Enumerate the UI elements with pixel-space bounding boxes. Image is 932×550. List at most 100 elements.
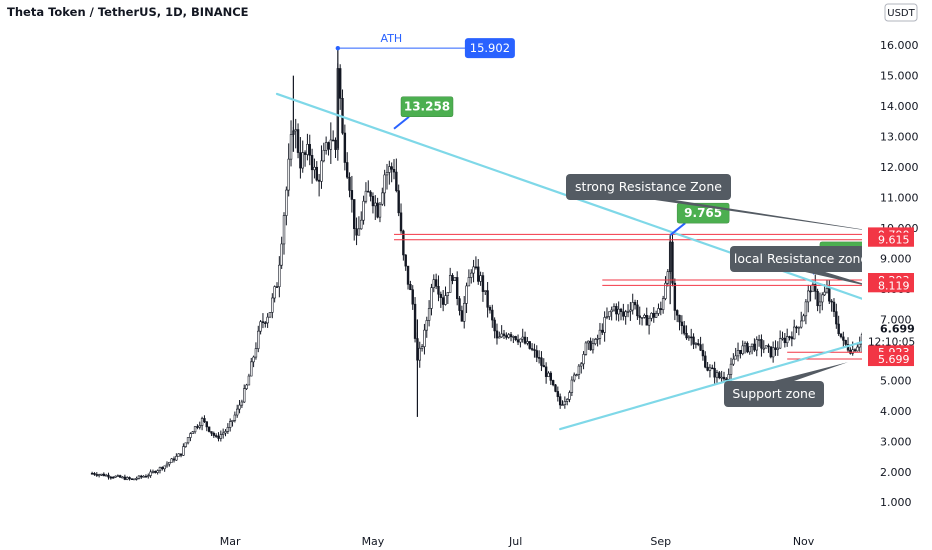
candle-body bbox=[771, 347, 775, 358]
candle-body bbox=[666, 271, 670, 284]
candle-body bbox=[837, 323, 840, 335]
candle-body bbox=[470, 272, 473, 278]
candle-body bbox=[608, 311, 611, 317]
candle-body bbox=[430, 287, 433, 309]
candle-body bbox=[839, 333, 843, 338]
candle-body bbox=[327, 142, 330, 150]
zone-price-label: 5.699 bbox=[878, 353, 910, 366]
candle-body bbox=[762, 347, 765, 350]
candle-body bbox=[221, 432, 225, 435]
candle-body bbox=[243, 388, 246, 403]
candle-body bbox=[851, 349, 854, 354]
candle-body bbox=[320, 160, 323, 182]
candle-body bbox=[126, 477, 129, 480]
candle-body bbox=[629, 309, 632, 312]
candle-body bbox=[509, 334, 513, 338]
candle-body bbox=[203, 418, 206, 422]
candle-body bbox=[654, 313, 658, 318]
candle-body bbox=[650, 312, 653, 319]
candle-body bbox=[526, 341, 529, 344]
candle-body bbox=[465, 285, 468, 304]
candle-body bbox=[453, 277, 457, 281]
candle-body bbox=[605, 316, 609, 318]
candle-body bbox=[800, 320, 803, 328]
candle-body bbox=[364, 190, 368, 202]
candle-body bbox=[622, 311, 625, 317]
candle-body bbox=[315, 166, 318, 181]
candle-body bbox=[725, 378, 728, 381]
candle-body bbox=[437, 286, 440, 295]
price-axis[interactable]: 1.0002.0003.0004.0005.0006.0007.0008.000… bbox=[862, 0, 932, 550]
candle-body bbox=[93, 473, 96, 475]
candle-body bbox=[252, 356, 255, 363]
y-tick-label: 15.000 bbox=[880, 70, 919, 83]
candle-body bbox=[577, 365, 581, 375]
candle-body bbox=[250, 361, 253, 377]
candle-body bbox=[739, 349, 742, 354]
candle-body bbox=[601, 329, 604, 333]
candle-body bbox=[198, 425, 201, 428]
candle-body bbox=[561, 404, 564, 406]
candle-body bbox=[774, 347, 777, 350]
candle-body bbox=[556, 391, 560, 397]
zone-price-label: 9.615 bbox=[878, 234, 910, 247]
candle-body bbox=[147, 475, 150, 477]
candle-body bbox=[486, 290, 489, 308]
candle-body bbox=[807, 290, 810, 303]
candle-body bbox=[673, 282, 677, 311]
candle-body bbox=[154, 471, 157, 473]
candle-body bbox=[175, 455, 178, 461]
candle-body bbox=[844, 340, 847, 345]
candle-body bbox=[441, 297, 445, 305]
candle-body bbox=[853, 349, 857, 352]
candle-body bbox=[563, 401, 567, 405]
y-tick-label: 11.000 bbox=[880, 192, 919, 205]
marker-pointer bbox=[669, 222, 686, 236]
candle-body bbox=[640, 317, 644, 319]
candle-body bbox=[196, 426, 199, 428]
candle-body bbox=[228, 421, 232, 428]
candle-body bbox=[549, 372, 553, 381]
candle-body bbox=[374, 202, 377, 207]
candle-body bbox=[584, 342, 588, 355]
candle-body bbox=[610, 309, 613, 313]
candle-body bbox=[633, 302, 637, 306]
candle-body bbox=[778, 338, 782, 349]
candle-body bbox=[140, 475, 143, 478]
candle-body bbox=[743, 342, 747, 347]
candle-body bbox=[832, 301, 836, 312]
candle-body bbox=[732, 358, 735, 365]
candle-body bbox=[565, 399, 569, 402]
candle-body bbox=[369, 191, 372, 197]
candle-body bbox=[598, 329, 602, 339]
candle-body bbox=[254, 348, 258, 358]
candle-body bbox=[687, 336, 691, 339]
candle-body bbox=[638, 315, 641, 318]
y-tick-label: 1.000 bbox=[880, 496, 912, 509]
candle-body bbox=[95, 474, 98, 476]
candle-body bbox=[165, 463, 169, 467]
candle-body bbox=[858, 343, 861, 348]
candle-body bbox=[346, 162, 349, 178]
candle-body bbox=[729, 363, 733, 375]
candle-body bbox=[463, 303, 466, 322]
candle-body bbox=[418, 347, 421, 361]
candle-body bbox=[804, 301, 808, 317]
candle-body bbox=[589, 340, 592, 351]
candle-body bbox=[540, 357, 543, 366]
candle-body bbox=[790, 336, 794, 340]
candle-body bbox=[116, 475, 120, 477]
candle-body bbox=[303, 152, 307, 155]
candle-body bbox=[675, 310, 679, 316]
candle-body bbox=[439, 293, 443, 298]
candle-body bbox=[720, 376, 723, 379]
candle-body bbox=[343, 132, 347, 163]
time-axis[interactable]: MarMayJulSepNov2022 bbox=[0, 534, 932, 550]
candle-body bbox=[184, 442, 187, 447]
candle-body bbox=[278, 264, 281, 288]
zone-price-tag bbox=[868, 232, 914, 247]
candle-body bbox=[514, 336, 517, 341]
candle-body bbox=[612, 306, 616, 311]
candle-body bbox=[371, 196, 375, 207]
